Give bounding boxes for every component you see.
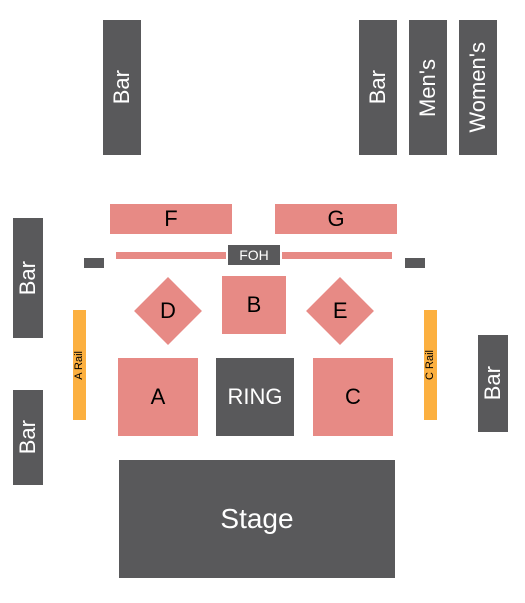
bar-top-left: Bar bbox=[103, 20, 141, 155]
section-e: E bbox=[306, 277, 374, 345]
gap-left bbox=[84, 258, 104, 268]
gap-right bbox=[405, 258, 425, 268]
bar-left-lower: Bar bbox=[13, 390, 43, 485]
section-f: F bbox=[110, 204, 232, 234]
section-d: D bbox=[134, 277, 202, 345]
section-a: A bbox=[118, 358, 198, 436]
strip-f-lower bbox=[116, 252, 226, 259]
a-rail: A Rail bbox=[73, 310, 86, 420]
stage: Stage bbox=[119, 460, 395, 578]
strip-g-lower bbox=[282, 252, 392, 259]
seating-map: Bar Bar Men's Women's Bar Bar Bar F G FOH DBE A Rai… bbox=[0, 0, 525, 603]
section-g: G bbox=[275, 204, 397, 234]
bar-top-right: Bar bbox=[359, 20, 397, 155]
mens: Men's bbox=[409, 20, 447, 155]
section-c: C bbox=[313, 358, 393, 436]
foh: FOH bbox=[228, 245, 280, 265]
womens: Women's bbox=[459, 20, 497, 155]
bar-left-upper: Bar bbox=[13, 218, 43, 338]
section-b: B bbox=[222, 276, 286, 334]
bar-right-mid: Bar bbox=[478, 335, 508, 432]
c-rail: C Rail bbox=[424, 310, 437, 420]
ring: RING bbox=[216, 358, 294, 436]
